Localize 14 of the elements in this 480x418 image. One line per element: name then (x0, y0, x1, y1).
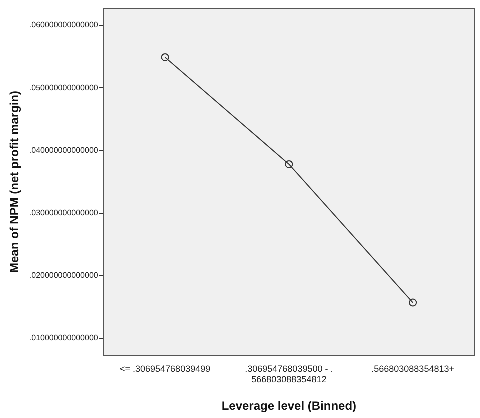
y-axis-title: Mean of NPM (net profit margin) (8, 91, 22, 273)
x-tick-label: .566803088354813+ (372, 364, 454, 374)
point (285, 160, 294, 168)
x-tick-label: <= .306954768039499 (120, 364, 211, 374)
y-tick-label: .010000000000000 (29, 334, 99, 343)
y-tick-label: .040000000000000 (29, 146, 99, 155)
y-tick-label: .030000000000000 (29, 208, 99, 218)
y-tick-label: .060000000000000 (29, 20, 99, 30)
y-tick-label: .020000000000000 (29, 271, 99, 280)
point (409, 298, 418, 307)
x-axis-title: Leverage level (Binned) (222, 399, 357, 414)
point (161, 53, 170, 62)
y-tick-label: .050000000000000 (29, 83, 99, 92)
x-tick-label: .306954768039500 - .566803088354812 (245, 364, 334, 385)
